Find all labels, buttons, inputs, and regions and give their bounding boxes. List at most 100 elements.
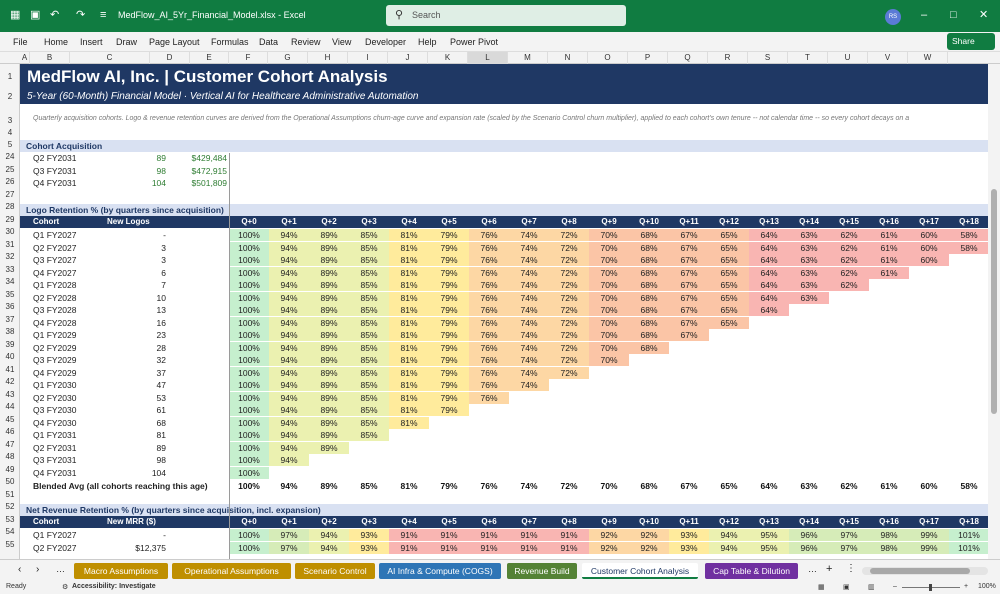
col-header-u[interactable]: U — [828, 52, 868, 64]
sheet-options-icon[interactable]: ⋮ — [846, 563, 856, 574]
col-header-k[interactable]: K — [428, 52, 468, 64]
col-header-p[interactable]: P — [628, 52, 668, 64]
row-header-46[interactable]: 46 — [5, 427, 15, 436]
page-break-view-icon[interactable]: ▥ — [868, 584, 875, 591]
row-header-37[interactable]: 37 — [5, 315, 15, 324]
tab-scroll-left-icon[interactable]: ‹ — [18, 564, 22, 575]
row-header-55[interactable]: 55 — [5, 540, 15, 549]
menu-data[interactable]: Data — [259, 37, 279, 47]
tab-ai-infra-compute-cogs[interactable]: AI Infra & Compute (COGS) — [379, 563, 501, 579]
row-header-52[interactable]: 52 — [5, 502, 15, 511]
menu-page-layout[interactable]: Page Layout — [149, 37, 200, 47]
menu-help[interactable]: Help — [418, 37, 437, 47]
col-header-m[interactable]: M — [508, 52, 548, 64]
col-header-c[interactable]: C — [70, 52, 150, 64]
tab-revenue-build[interactable]: Revenue Build — [507, 563, 577, 579]
row-header-32[interactable]: 32 — [5, 252, 15, 261]
share-button[interactable]: Share — [947, 33, 995, 50]
zoom-in-icon[interactable]: + — [964, 583, 969, 590]
row-header-2[interactable]: 2 — [7, 92, 13, 101]
row-header-54[interactable]: 54 — [5, 527, 15, 536]
row-header-36[interactable]: 36 — [5, 302, 15, 311]
zoom-out-icon[interactable]: – — [893, 583, 897, 590]
col-header-s[interactable]: S — [748, 52, 788, 64]
col-header-r[interactable]: R — [708, 52, 748, 64]
menu-home[interactable]: Home — [44, 37, 69, 47]
horizontal-scrollbar[interactable] — [862, 567, 988, 575]
row-header-53[interactable]: 53 — [5, 515, 15, 524]
col-header-f[interactable]: F — [229, 52, 268, 64]
menu-review[interactable]: Review — [291, 37, 321, 47]
row-header-4[interactable]: 4 — [7, 128, 13, 137]
col-header-t[interactable]: T — [788, 52, 828, 64]
row-header-49[interactable]: 49 — [5, 465, 15, 474]
minimize-icon[interactable]: – — [921, 9, 928, 21]
col-header-d[interactable]: D — [150, 52, 190, 64]
tab-scenario-control[interactable]: Scenario Control — [295, 563, 375, 579]
row-header-24[interactable]: 24 — [5, 152, 15, 161]
row-header-29[interactable]: 29 — [5, 215, 15, 224]
col-header-v[interactable]: V — [868, 52, 908, 64]
row-header-48[interactable]: 48 — [5, 452, 15, 461]
row-header-34[interactable]: 34 — [5, 277, 15, 286]
tab-customer-cohort-analysis[interactable]: Customer Cohort Analysis — [582, 563, 698, 579]
tab-scroll-right-icon[interactable]: › — [36, 564, 40, 575]
col-header-l[interactable]: L — [468, 52, 508, 64]
row-header-42[interactable]: 42 — [5, 377, 15, 386]
menu-formulas[interactable]: Formulas — [211, 37, 249, 47]
row-header-40[interactable]: 40 — [5, 352, 15, 361]
col-header-n[interactable]: N — [548, 52, 588, 64]
menu-view[interactable]: View — [332, 37, 352, 47]
menu-draw[interactable]: Draw — [116, 37, 138, 47]
zoom-slider-thumb[interactable] — [929, 584, 932, 591]
tab-more-right-icon[interactable]: … — [808, 564, 817, 574]
avatar[interactable]: RS — [885, 9, 901, 25]
close-icon[interactable]: ✕ — [979, 9, 989, 21]
row-header-31[interactable]: 31 — [5, 240, 15, 249]
worksheet-grid[interactable]: MedFlow AI, Inc. | Customer Cohort Analy… — [20, 64, 988, 559]
menu-developer[interactable]: Developer — [365, 37, 407, 47]
autosave-icon[interactable]: ▣ — [30, 9, 41, 21]
maximize-icon[interactable]: □ — [950, 9, 957, 21]
col-header-j[interactable]: J — [388, 52, 428, 64]
col-header-q[interactable]: Q — [668, 52, 708, 64]
page-layout-view-icon[interactable]: ▣ — [843, 584, 850, 591]
col-header-i[interactable]: I — [348, 52, 388, 64]
row-header-43[interactable]: 43 — [5, 390, 15, 399]
tab-macro-assumptions[interactable]: Macro Assumptions — [74, 563, 168, 579]
row-header-38[interactable]: 38 — [5, 327, 15, 336]
row-header-33[interactable]: 33 — [5, 265, 15, 274]
horizontal-scroll-thumb[interactable] — [870, 568, 970, 574]
accessibility-status[interactable]: Accessibility: Investigate — [72, 583, 156, 590]
zoom-level[interactable]: 100% — [978, 583, 996, 590]
row-header-44[interactable]: 44 — [5, 402, 15, 411]
row-header-5[interactable]: 5 — [7, 140, 13, 149]
tab-cap-table-dilution[interactable]: Cap Table & Dilution — [705, 563, 798, 579]
row-header-28[interactable]: 28 — [5, 202, 15, 211]
row-header-45[interactable]: 45 — [5, 415, 15, 424]
row-header-30[interactable]: 30 — [5, 227, 15, 236]
col-header-e[interactable]: E — [190, 52, 229, 64]
row-header-39[interactable]: 39 — [5, 340, 15, 349]
accessibility-icon[interactable]: ⚙ — [62, 584, 69, 591]
col-header-o[interactable]: O — [588, 52, 628, 64]
search-box[interactable]: ⚲ Search — [386, 5, 626, 26]
redo-icon[interactable]: ↷ — [76, 9, 86, 21]
row-header-25[interactable]: 25 — [5, 165, 15, 174]
add-sheet-icon[interactable]: + — [826, 563, 833, 575]
row-header-50[interactable]: 50 — [5, 477, 15, 486]
tab-operational-assumptions[interactable]: Operational Assumptions — [172, 563, 291, 579]
menu-file[interactable]: File — [13, 37, 28, 47]
row-header-27[interactable]: 27 — [5, 190, 15, 199]
scroll-thumb[interactable] — [991, 189, 997, 414]
row-header-3[interactable]: 3 — [7, 116, 13, 125]
row-header-51[interactable]: 51 — [5, 490, 15, 499]
row-header-26[interactable]: 26 — [5, 177, 15, 186]
menu-insert[interactable]: Insert — [80, 37, 103, 47]
tab-more-left-icon[interactable]: … — [56, 564, 65, 574]
row-header-47[interactable]: 47 — [5, 440, 15, 449]
col-header-g[interactable]: G — [268, 52, 308, 64]
row-header-41[interactable]: 41 — [5, 365, 15, 374]
customize-toolbar-icon[interactable]: ≡ — [100, 9, 107, 21]
col-header-w[interactable]: W — [908, 52, 948, 64]
